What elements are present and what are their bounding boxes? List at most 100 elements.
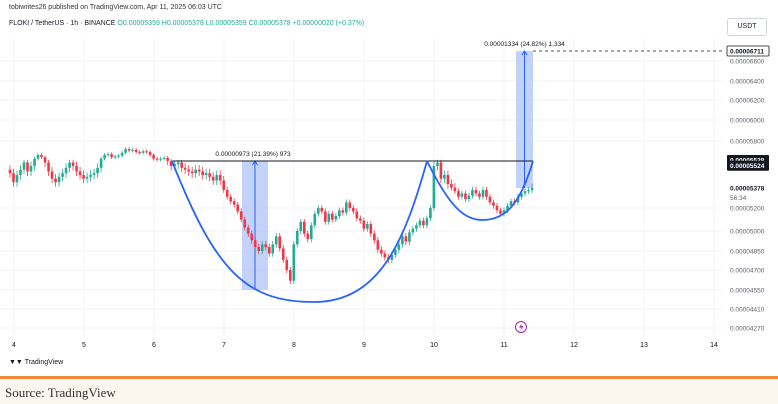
- candle: [404, 233, 408, 245]
- price-chart[interactable]: 0.00000973 (21.39%) 973 0.00001334 (24.82…: [0, 0, 778, 376]
- candle: [495, 202, 499, 214]
- x-tick-label: 13: [640, 342, 648, 349]
- candle: [345, 199, 348, 216]
- candle: [138, 150, 141, 155]
- candle: [36, 153, 40, 161]
- candle: [422, 217, 425, 229]
- candle: [362, 217, 366, 232]
- candle: [29, 161, 33, 176]
- candle: [190, 166, 194, 178]
- candle: [309, 222, 313, 243]
- candle: [239, 208, 243, 223]
- candle: [253, 237, 257, 251]
- x-tick-label: 6: [152, 342, 156, 349]
- candle: [92, 168, 96, 180]
- candle: [40, 153, 43, 160]
- candle: [33, 156, 36, 171]
- candlesticks: [8, 147, 534, 284]
- candle: [464, 190, 467, 202]
- y-tick-label: 0.00005800: [730, 139, 765, 146]
- x-tick-label: 11: [500, 342, 507, 349]
- candle: [211, 172, 215, 185]
- lightning-icon[interactable]: [515, 321, 527, 333]
- candle: [96, 163, 99, 178]
- y-tick-label: 0.00004850: [730, 249, 765, 256]
- candle: [320, 205, 324, 215]
- symbol-legend: FLOKI / TetherUS · 1h · BINANCE O0.00005…: [9, 20, 364, 27]
- candle: [260, 241, 264, 255]
- candle: [306, 230, 310, 243]
- candle: [204, 168, 208, 180]
- candle: [313, 210, 317, 229]
- candle: [460, 190, 464, 200]
- candle: [288, 266, 292, 284]
- candle: [19, 165, 22, 180]
- candle: [271, 241, 275, 257]
- candle: [278, 233, 282, 252]
- candle: [299, 218, 303, 235]
- candle: [471, 186, 474, 199]
- candle: [334, 213, 338, 223]
- candle: [331, 210, 334, 223]
- candle: [54, 174, 57, 187]
- candle: [22, 159, 26, 175]
- candle: [47, 159, 50, 176]
- candle: [281, 245, 285, 264]
- candle: [373, 230, 376, 244]
- candle: [380, 246, 383, 257]
- x-tick-label: 8: [292, 342, 296, 349]
- time-axis[interactable]: 4 5 6 7 8 9 10 11 12 13 14: [12, 342, 718, 349]
- candle: [75, 161, 78, 176]
- candle: [481, 186, 485, 200]
- symbol-name[interactable]: FLOKI / TetherUS · 1h · BINANCE: [9, 20, 116, 27]
- candle: [316, 205, 320, 217]
- candle: [397, 241, 401, 253]
- y-tick-label: 0.00006400: [730, 79, 765, 86]
- candle: [61, 168, 64, 182]
- candle: [324, 208, 327, 225]
- candle: [418, 217, 422, 229]
- candle: [103, 153, 106, 161]
- price-axis[interactable]: 0.00006600 0.00006400 0.00006200 0.00006000…: [726, 45, 770, 333]
- y-tick-label: 0.00004270: [730, 326, 765, 333]
- candle: [443, 170, 446, 184]
- grid: [0, 38, 722, 336]
- x-tick-label: 4: [12, 342, 16, 349]
- candle: [488, 193, 492, 206]
- logo-text: TradingView: [24, 359, 64, 366]
- candle: [243, 216, 247, 231]
- price-label: 0.00006711: [726, 45, 770, 57]
- candle: [162, 156, 166, 161]
- publisher-line: tobiwrites26 published on TradingView.co…: [9, 4, 222, 11]
- price-label-text: 0.00005378: [730, 186, 765, 193]
- countdown: 56:34: [730, 195, 747, 202]
- candle: [15, 170, 19, 187]
- candle: [267, 243, 271, 257]
- currency-selector[interactable]: USDT: [727, 18, 767, 36]
- candle: [236, 201, 240, 215]
- candle: [99, 156, 103, 173]
- y-tick-label: 0.00004410: [730, 307, 765, 314]
- candle: [197, 165, 201, 176]
- separator: [0, 376, 778, 379]
- candle: [292, 241, 296, 284]
- chart-panel[interactable]: [0, 0, 778, 376]
- candle: [285, 256, 289, 274]
- measure-boxes: 0.00000973 (21.39%) 973 0.00001334 (24.82…: [215, 41, 565, 290]
- x-tick-label: 9: [362, 342, 366, 349]
- y-tick-label: 0.00006000: [730, 118, 765, 125]
- candle: [131, 147, 134, 153]
- candle: [467, 192, 471, 202]
- candle: [246, 224, 250, 237]
- candle: [411, 225, 415, 236]
- price-label: 0.00005524: [727, 160, 769, 171]
- candle: [43, 155, 47, 167]
- pattern-overlays: [171, 50, 722, 303]
- candle: [120, 150, 124, 158]
- candle: [516, 193, 520, 206]
- candle: [201, 166, 204, 180]
- candle: [408, 229, 411, 245]
- candle: [355, 208, 359, 222]
- candle: [215, 170, 218, 185]
- tradingview-logo[interactable]: ▼▼ TradingView: [9, 359, 63, 366]
